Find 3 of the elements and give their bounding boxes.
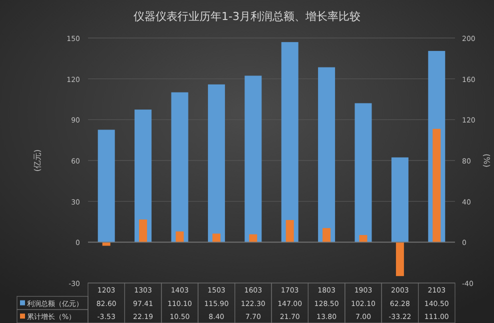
chart-title: 仪器仪表行业历年1-3月利润总额、增长率比较 [134,10,360,23]
y2-axis-title: (%) [482,154,491,168]
y-axis-title: (亿元) [33,149,42,172]
